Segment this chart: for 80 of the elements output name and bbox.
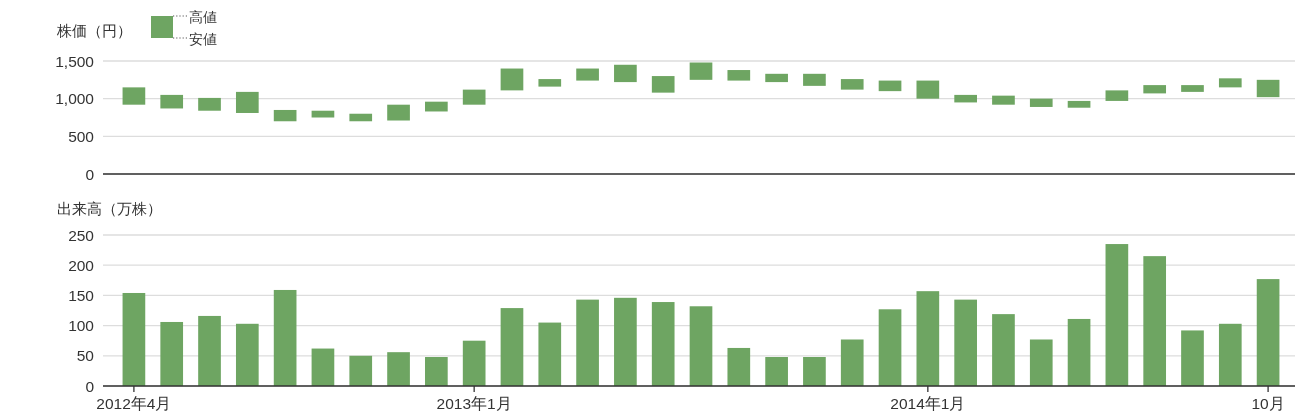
bar [576,299,599,386]
x-tick-label: 10月 [1251,395,1285,412]
bar [992,314,1015,386]
bar [992,95,1015,105]
bar [1143,256,1167,386]
bar [122,87,146,105]
bar [803,73,826,86]
bar [651,76,675,93]
bar [1029,98,1053,107]
y-tick-label: 1,000 [55,90,95,108]
y-axis-title: 出来高（万株） [57,200,162,217]
bar [425,357,448,386]
bar [614,64,637,83]
bar [349,355,373,386]
bar [538,322,562,386]
bar [727,70,751,81]
text: 高値 [189,8,217,25]
bar [689,62,713,80]
bar [1181,85,1204,92]
y-axis-title: 株価（円） [56,22,132,39]
bar [1067,100,1091,108]
bar [727,347,751,386]
bar [1105,244,1129,386]
bar [878,80,902,92]
bar [425,101,448,112]
bar [387,104,410,121]
bar [1029,339,1053,386]
bar [500,308,524,386]
bar [160,321,184,386]
bar [1256,79,1280,98]
bar [311,348,335,386]
bar [840,79,864,90]
bar [538,79,562,87]
bar [1067,318,1091,386]
bar [916,291,940,386]
bar [916,80,940,99]
bar [1105,90,1129,101]
bar [576,68,599,81]
bar [198,315,221,386]
bar [387,352,410,386]
y-tick-label: 500 [68,127,95,145]
bar [765,357,788,386]
bar [954,94,977,103]
bar [273,109,297,122]
x-tick-label: 2014年1月 [890,395,966,412]
y-tick-label: 0 [85,377,95,395]
y-tick-label: 50 [76,347,95,365]
bar [1218,323,1242,386]
bar [878,309,902,386]
bar [840,339,864,386]
bar [1256,279,1280,386]
bar [273,289,297,386]
y-tick-label: 100 [68,317,95,335]
y-tick-label: 200 [68,256,95,274]
bar [1143,85,1167,94]
y-tick-label: 1,500 [55,52,95,70]
x-tick-label: 2012年4月 [96,395,172,412]
bar [198,97,221,111]
bar [235,91,259,113]
bar [462,340,486,386]
bar [500,68,524,91]
bar [235,323,259,386]
bar [462,89,486,105]
bar [1181,330,1204,386]
bar [122,292,146,386]
bar [160,94,184,109]
y-tick-label: 150 [68,286,95,304]
bar [765,73,788,83]
bar [689,306,713,386]
bar [311,110,335,118]
text: 安値 [189,30,217,47]
bar [614,297,637,386]
y-tick-label: 0 [85,165,95,183]
y-tick-label: 250 [68,226,95,244]
bar [803,357,826,386]
bar [954,299,977,386]
x-tick-label: 2013年1月 [436,395,512,412]
bar [349,113,373,122]
bar [651,302,675,386]
bar [1218,78,1242,88]
